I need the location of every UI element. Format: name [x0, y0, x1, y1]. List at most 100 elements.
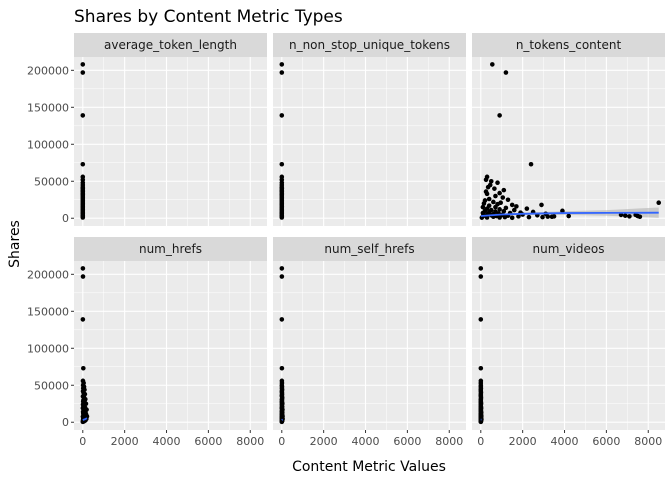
- y-tick-label: 0: [62, 212, 69, 225]
- data-point: [511, 207, 517, 213]
- facet-strip: [273, 237, 466, 261]
- data-point: [279, 317, 285, 322]
- data-point: [490, 62, 495, 67]
- x-tick-label: 0: [79, 435, 86, 448]
- y-tick-label: 50000: [34, 175, 69, 188]
- data-point: [488, 178, 494, 184]
- smooth-line: [82, 417, 88, 421]
- data-point: [627, 214, 632, 219]
- data-point: [484, 191, 490, 197]
- data-point: [509, 202, 515, 208]
- y-tick-label: 200000: [27, 64, 69, 77]
- x-tick-label: 2000: [310, 435, 338, 448]
- data-point: [279, 113, 285, 118]
- data-point: [551, 214, 557, 219]
- facet-strip: [273, 33, 466, 57]
- facet-num-videos: num_videos 0 2000 4000 6000 8000: [472, 237, 665, 448]
- y-tick-label: 150000: [27, 305, 69, 318]
- data-point: [492, 186, 497, 191]
- data-point: [637, 214, 643, 220]
- data-point: [279, 70, 285, 75]
- x-tick-label: 4000: [352, 435, 380, 448]
- facet-panel: [74, 261, 267, 430]
- facet-panel: [273, 57, 466, 226]
- data-point: [501, 187, 507, 193]
- smooth-line: [480, 211, 659, 217]
- data-point: [514, 204, 519, 209]
- facet-strip-label: num_self_hrefs: [324, 242, 414, 256]
- data-point: [80, 70, 86, 75]
- data-point: [80, 419, 86, 425]
- facets-layer: average_token_length 0 50000 100000 150000 20…: [27, 33, 665, 448]
- data-point: [478, 274, 484, 279]
- data-point: [500, 195, 506, 200]
- y-axis-title: Shares: [7, 220, 23, 268]
- facet-strip: [472, 237, 665, 261]
- facet-num-self-hrefs: num_self_hrefs 0 2000 4000 6000 8000: [273, 237, 466, 448]
- x-tick-label: 8000: [236, 435, 264, 448]
- y-tick-label: 150000: [27, 101, 69, 114]
- data-point: [497, 215, 502, 220]
- data-point: [497, 190, 502, 196]
- data-point: [80, 62, 86, 67]
- data-point: [495, 180, 500, 186]
- data-point: [491, 199, 496, 205]
- data-point: [560, 208, 565, 214]
- data-point: [622, 213, 628, 218]
- data-point: [493, 204, 498, 210]
- data-point: [279, 62, 285, 67]
- y-tick-label: 100000: [27, 138, 69, 151]
- data-point: [478, 365, 484, 371]
- data-point: [80, 266, 86, 271]
- data-point: [478, 419, 484, 425]
- x-tick-label: 2000: [111, 435, 139, 448]
- x-tick-label: 6000: [393, 435, 421, 448]
- data-point: [81, 365, 86, 371]
- data-point: [497, 207, 502, 212]
- data-point: [80, 274, 86, 279]
- data-point: [279, 274, 285, 279]
- facet-strip: [74, 237, 267, 261]
- facet-n-tokens-content: n_tokens_content: [472, 33, 665, 226]
- data-point: [493, 193, 498, 199]
- data-point: [80, 161, 86, 167]
- facet-strip-label: n_non_stop_unique_tokens: [289, 38, 450, 52]
- facet-strip: [74, 33, 267, 57]
- data-point: [539, 202, 544, 208]
- data-point: [566, 213, 572, 219]
- data-point: [486, 196, 492, 202]
- data-point: [279, 266, 285, 271]
- data-point: [505, 197, 511, 203]
- data-point: [478, 317, 484, 322]
- data-point: [478, 266, 484, 271]
- y-tick-label: 0: [62, 416, 69, 429]
- data-point: [526, 214, 532, 220]
- data-point: [80, 215, 86, 220]
- x-axis-title: Content Metric Values: [292, 459, 446, 475]
- data-point: [509, 215, 515, 221]
- data-point: [545, 214, 551, 219]
- data-point: [279, 365, 285, 371]
- y-tick-label: 100000: [27, 342, 69, 355]
- data-point: [279, 419, 285, 425]
- data-point: [483, 177, 489, 183]
- facet-strip-label: average_token_length: [104, 38, 237, 52]
- data-point: [656, 200, 662, 206]
- facet-strip: [472, 33, 665, 57]
- y-tick-label: 50000: [34, 379, 69, 392]
- facet-strip-label: num_hrefs: [139, 242, 202, 256]
- x-tick-label: 4000: [551, 435, 579, 448]
- facet-panel: [273, 261, 466, 430]
- x-tick-label: 6000: [592, 435, 620, 448]
- data-point: [540, 214, 545, 220]
- facet-panel: [74, 57, 267, 226]
- data-point: [80, 317, 86, 322]
- smooth-line: [281, 418, 284, 421]
- data-point: [279, 161, 285, 167]
- data-point: [524, 206, 530, 211]
- data-point: [618, 212, 624, 218]
- data-point: [480, 204, 486, 210]
- x-tick-label: 0: [278, 435, 285, 448]
